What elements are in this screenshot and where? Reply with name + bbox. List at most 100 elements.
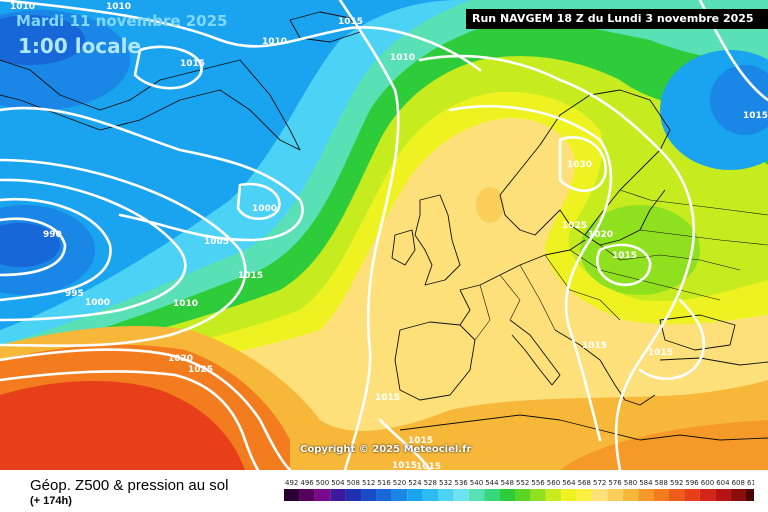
isobar-label: 1010 <box>10 2 35 12</box>
isobar-label: 1000 <box>252 204 277 214</box>
scale-color-swatch <box>622 489 639 501</box>
isobar <box>448 104 613 442</box>
isobar-label: 1010 <box>390 53 415 63</box>
scale-tick-label: 592 <box>670 479 683 487</box>
scale-tick-label: 560 <box>547 479 560 487</box>
scale-tick-label: 528 <box>424 479 437 487</box>
scale-tick-label: 548 <box>501 479 514 487</box>
field-low-northeast-core <box>710 65 768 135</box>
scale-color-swatch <box>592 489 608 501</box>
scale-color-swatch <box>284 489 300 501</box>
scale-tick-label: 492 <box>285 479 298 487</box>
isobar-label: 1015 <box>743 111 768 121</box>
scale-color-swatch <box>299 489 315 501</box>
scale-tick-label: 552 <box>516 479 529 487</box>
isobar <box>418 54 696 470</box>
scale-tick-label: 576 <box>608 479 622 487</box>
isobar-label: 1000 <box>85 298 110 308</box>
blacksea-coast <box>659 314 736 351</box>
scale-color-swatch <box>515 489 531 501</box>
isobar-label: 1025 <box>562 221 587 231</box>
scale-color-swatch <box>730 489 746 501</box>
isobar <box>0 217 67 277</box>
scale-tick-label: 500 <box>316 479 329 487</box>
turkey-coast <box>659 357 768 366</box>
scale-color-swatch <box>746 489 754 501</box>
scale-color-swatch <box>484 489 500 501</box>
isobar-label: 1015 <box>238 271 263 281</box>
scale-color-swatch <box>530 489 546 501</box>
scale-tick-label: 508 <box>347 479 360 487</box>
scale-color-swatch <box>576 489 592 501</box>
scale-color-swatch <box>468 489 485 501</box>
field-high-north <box>476 187 504 223</box>
scale-color-swatch <box>330 489 346 501</box>
isobar-label: 1015 <box>338 17 363 27</box>
greenland-coast <box>0 59 301 151</box>
legend-subtitle: (+ 174h) <box>30 495 72 507</box>
isobar <box>0 370 260 470</box>
isobar <box>0 348 292 470</box>
isobar-label: 995 <box>65 289 84 299</box>
scale-tick-label: 556 <box>531 479 545 487</box>
scale-color-swatch <box>561 489 577 501</box>
color-scale: 492 496 500 504 508 512 516 520 524 528 532 536 540 5… <box>284 479 754 501</box>
balkans-coast <box>554 329 656 406</box>
scale-tick-label: 612 <box>747 479 754 487</box>
isobar-label: 1020 <box>168 354 193 364</box>
scale-tick-label: 580 <box>624 479 637 487</box>
isobar <box>0 197 112 302</box>
isobar-label: 1015 <box>612 251 637 261</box>
isobar-label: 1015 <box>582 341 607 351</box>
isobar-label: 1005 <box>204 237 229 247</box>
scale-color-swatch <box>314 489 331 501</box>
isobar-label: 1010 <box>262 37 287 47</box>
italy-coast <box>509 319 561 386</box>
legend-title: Géop. Z500 & pression au sol <box>30 477 229 494</box>
forecast-time: 1:00 locale <box>18 34 142 58</box>
field-red <box>0 380 245 470</box>
isobar <box>0 106 304 242</box>
isobar-label: 1015 <box>648 348 673 358</box>
isobar-label: 1015 <box>180 59 205 69</box>
scale-color-swatch <box>376 489 392 501</box>
scale-color-swatch <box>699 489 716 501</box>
field-east-orange <box>560 420 768 470</box>
isobar <box>0 178 187 322</box>
scale-color-swatch <box>361 489 377 501</box>
scale-tick-label: 536 <box>454 479 468 487</box>
scandinavia-coast <box>499 89 671 236</box>
scale-color-swatch <box>684 489 700 501</box>
scale-tick-label: 520 <box>393 479 406 487</box>
isobar <box>558 136 607 192</box>
model-run-label: Run NAVGEM 18 Z du Lundi 3 novembre 2025 <box>466 9 768 29</box>
scale-color-swatch <box>422 489 438 501</box>
isobar-label: 1025 <box>188 365 213 375</box>
scale-color-swatch <box>545 489 562 501</box>
scale-color-swatch <box>715 489 731 501</box>
ireland-coast <box>391 229 416 266</box>
map-canvas: 1010 1010 1015 1010 1015 1010 1000 990 1… <box>0 0 768 470</box>
france-coast <box>459 289 471 326</box>
isobar <box>596 243 652 287</box>
britain-coast <box>414 194 461 286</box>
isobar <box>638 298 706 380</box>
scale-color-swatch <box>391 489 408 501</box>
scale-tick-label: 496 <box>300 479 314 487</box>
scale-color-swatch <box>607 489 623 501</box>
forecast-date: Mardi 11 novembre 2025 <box>16 12 228 30</box>
scale-color-swatch <box>345 489 361 501</box>
isobar-label: 1015 <box>392 461 417 470</box>
isobar-label: 1015 <box>416 462 441 470</box>
isobar-label: 1015 <box>408 436 433 446</box>
scale-tick-label: 568 <box>578 479 591 487</box>
iberia-coast <box>394 321 476 401</box>
scale-color-swatch <box>653 489 669 501</box>
field-low-northwest-core <box>0 15 85 65</box>
field-low-west-core <box>0 223 60 267</box>
scale-color-swatch <box>499 489 515 501</box>
scale-tick-label: 540 <box>470 479 483 487</box>
scale-tick-label: 588 <box>655 479 668 487</box>
isobar-label: 1030 <box>567 160 592 170</box>
scale-tick-label: 516 <box>377 479 391 487</box>
